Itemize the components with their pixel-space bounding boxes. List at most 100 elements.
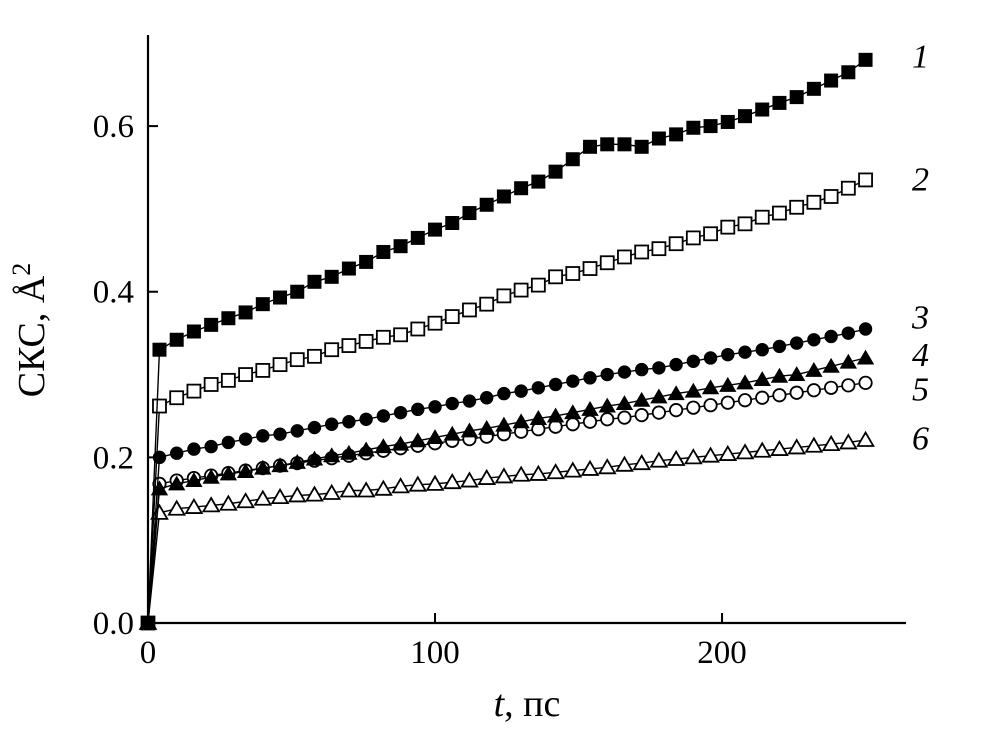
square-marker	[841, 65, 856, 80]
circle-marker	[617, 410, 632, 425]
square-marker	[462, 302, 477, 318]
circle-marker	[738, 345, 752, 359]
series-1	[141, 52, 873, 630]
square-marker	[273, 290, 288, 305]
square-marker	[186, 324, 201, 339]
circle-marker	[789, 336, 804, 350]
square-marker	[531, 174, 546, 189]
circle-marker	[324, 417, 339, 431]
triangle-marker	[340, 444, 358, 460]
circle-marker	[479, 391, 494, 405]
circle-marker	[462, 394, 477, 408]
circle-marker	[841, 326, 856, 340]
square-marker	[686, 120, 701, 135]
square-marker	[324, 342, 340, 358]
series-label-6: 6	[912, 420, 929, 457]
circle-marker	[755, 343, 769, 357]
triangle-marker	[409, 432, 427, 448]
triangle-marker	[615, 395, 634, 411]
triangle-marker	[391, 477, 410, 494]
square-marker	[565, 152, 580, 167]
square-marker	[255, 363, 271, 378]
square-marker	[220, 372, 236, 388]
triangle-marker	[564, 404, 582, 420]
circle-marker	[669, 403, 684, 418]
square-marker	[651, 131, 666, 146]
circle-marker	[772, 339, 787, 354]
triangle-marker	[666, 449, 686, 466]
triangle-marker	[270, 487, 290, 505]
square-marker	[358, 334, 374, 349]
circle-marker	[566, 374, 580, 388]
square-marker	[685, 230, 701, 246]
square-marker	[599, 255, 615, 271]
triangle-marker	[184, 497, 204, 514]
circle-marker	[824, 329, 838, 344]
circle-marker	[445, 396, 459, 411]
square-marker	[858, 52, 873, 67]
circle-marker	[582, 414, 598, 429]
series-6	[138, 430, 875, 630]
series-line	[147, 439, 866, 624]
triangle-marker	[615, 455, 634, 472]
square-marker	[238, 367, 253, 382]
circle-marker	[376, 409, 391, 423]
circle-marker	[600, 412, 615, 427]
square-marker	[393, 239, 408, 254]
square-marker	[375, 329, 391, 345]
square-marker	[824, 73, 839, 88]
triangle-marker	[650, 388, 668, 404]
circle-marker	[669, 357, 683, 372]
triangle-marker	[735, 443, 755, 460]
triangle-marker	[736, 374, 754, 390]
triangle-marker	[752, 441, 772, 458]
circle-marker	[583, 371, 597, 385]
square-marker	[617, 137, 632, 152]
square-marker	[186, 383, 202, 399]
square-marker	[789, 90, 804, 105]
triangle-marker	[598, 397, 616, 413]
triangle-marker	[305, 485, 324, 502]
circle-marker	[600, 367, 614, 382]
circle-marker	[858, 322, 873, 336]
x-tick-label: 200	[697, 635, 747, 671]
circle-marker	[497, 386, 511, 401]
circle-marker	[256, 429, 270, 443]
triangle-marker	[168, 475, 186, 491]
square-marker	[754, 209, 770, 225]
triangle-marker	[287, 486, 307, 503]
square-marker	[669, 127, 684, 142]
triangle-marker	[219, 465, 238, 481]
square-marker	[600, 137, 615, 152]
triangle-marker	[701, 379, 720, 395]
triangle-marker	[495, 416, 513, 432]
square-marker	[428, 222, 443, 237]
square-marker	[272, 357, 288, 373]
square-marker	[359, 254, 374, 269]
square-marker	[772, 95, 787, 110]
y-axis-title: СКС, Å2	[7, 263, 53, 398]
triangle-marker	[254, 459, 272, 475]
triangle-marker	[804, 436, 824, 453]
square-marker	[548, 164, 563, 179]
square-marker	[582, 261, 598, 276]
series-label-1: 1	[912, 39, 929, 76]
circle-marker	[290, 424, 304, 438]
triangle-marker	[236, 463, 255, 478]
circle-marker	[342, 415, 356, 429]
circle-marker	[651, 405, 667, 420]
square-marker	[772, 205, 787, 221]
triangle-marker	[649, 451, 669, 468]
triangle-marker	[719, 376, 737, 392]
square-marker	[703, 226, 718, 242]
x-tick-label: 0	[140, 635, 157, 671]
square-marker	[290, 284, 305, 299]
circle-marker	[686, 354, 701, 368]
triangle-marker	[856, 349, 875, 365]
circle-marker	[617, 365, 632, 379]
triangle-marker	[443, 425, 461, 441]
triangle-marker	[305, 450, 324, 466]
square-marker	[840, 180, 856, 196]
